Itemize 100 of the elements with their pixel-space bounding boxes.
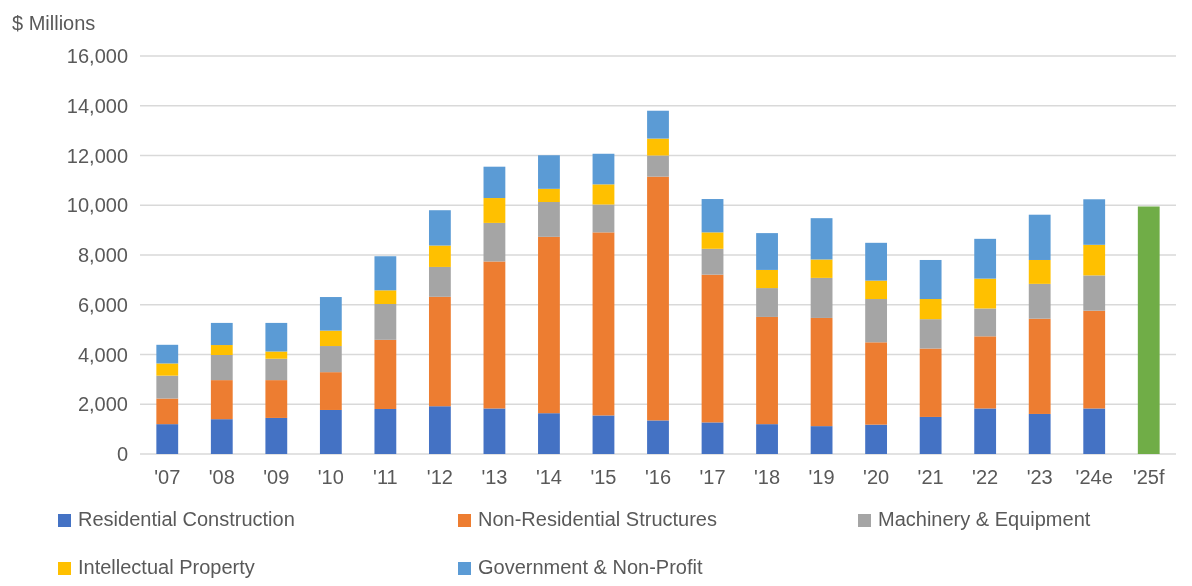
bar — [428, 210, 451, 246]
bar — [1028, 259, 1051, 284]
bar — [538, 155, 560, 189]
bar — [919, 416, 942, 454]
bar — [265, 358, 288, 381]
legend-label: Machinery & Equipment — [878, 508, 1091, 530]
bar — [374, 339, 397, 409]
bar — [1083, 244, 1106, 276]
bar — [1028, 318, 1051, 414]
y-tick-label: 14,000 — [66, 94, 128, 117]
bar — [974, 308, 997, 337]
bar — [483, 166, 506, 199]
bar — [865, 280, 888, 300]
bar — [156, 424, 179, 454]
bar — [1028, 283, 1051, 319]
y-tick-label: 8,000 — [77, 244, 128, 266]
bar — [919, 259, 942, 300]
bar — [483, 408, 506, 454]
bar — [538, 188, 560, 203]
bar — [592, 415, 615, 454]
bar — [592, 204, 615, 233]
x-tick-label: '13 — [481, 466, 508, 488]
legend-label: Government & Non-Profit — [478, 556, 703, 578]
y-tick-label: 16,000 — [66, 45, 128, 67]
bar — [538, 236, 560, 414]
bar — [1028, 413, 1051, 454]
x-tick-label: '19 — [808, 466, 835, 488]
bar — [428, 406, 451, 454]
bar — [647, 110, 669, 139]
bar — [1137, 206, 1160, 454]
bar — [756, 424, 778, 454]
x-tick-label: '12 — [426, 466, 453, 488]
bar — [810, 277, 833, 318]
bar — [1083, 275, 1106, 311]
bar — [919, 319, 942, 349]
x-tick-label: '18 — [754, 466, 781, 488]
bar — [265, 380, 288, 418]
bar — [1028, 214, 1051, 260]
y-tick-label: 2,000 — [77, 393, 128, 416]
x-tick-label: '20 — [863, 466, 890, 488]
x-tick-label: '11 — [373, 466, 398, 488]
bar — [374, 290, 397, 304]
x-tick-label: '09 — [263, 466, 290, 488]
bar — [865, 299, 888, 343]
x-tick-label: '10 — [317, 466, 344, 488]
bar — [701, 274, 724, 423]
bar — [919, 348, 942, 417]
bar — [701, 248, 724, 275]
bar — [810, 317, 833, 427]
bar — [701, 232, 724, 249]
y-tick-label: 10,000 — [66, 194, 128, 217]
y-tick-label: 6,000 — [77, 293, 128, 316]
legend-label: Non-Residential Structures — [478, 508, 717, 530]
bar — [319, 372, 342, 410]
bar — [428, 266, 451, 297]
bar — [756, 316, 778, 425]
bar — [319, 409, 342, 454]
bar — [865, 342, 888, 425]
bar — [756, 288, 778, 317]
bar — [265, 417, 288, 454]
bar — [210, 345, 233, 355]
bar — [265, 351, 288, 359]
bar — [428, 245, 451, 267]
bar — [701, 199, 724, 233]
bar — [265, 322, 288, 352]
x-tick-label: '15 — [590, 466, 617, 488]
bar — [1083, 408, 1106, 454]
bar — [592, 184, 615, 205]
bar — [865, 424, 888, 454]
bar — [374, 304, 397, 340]
x-tick-label: '22 — [972, 466, 999, 488]
x-tick-label: '08 — [208, 466, 235, 488]
bar — [210, 355, 233, 381]
bar — [538, 202, 560, 237]
bar — [592, 153, 615, 185]
bar — [156, 363, 179, 376]
bar — [919, 299, 942, 320]
bar — [210, 380, 233, 420]
bar — [156, 398, 179, 425]
bar — [974, 408, 997, 454]
bar — [810, 218, 833, 260]
bar — [865, 242, 888, 281]
x-tick-label: '07 — [154, 466, 181, 488]
bar — [156, 344, 179, 364]
x-tick-label: '25f — [1132, 466, 1165, 488]
y-axis-title: $ Millions — [12, 12, 96, 34]
bar — [319, 330, 342, 347]
bar — [1083, 310, 1106, 409]
bar — [647, 138, 669, 156]
bar — [647, 155, 669, 177]
x-tick-label: '14 — [535, 466, 562, 488]
bar — [483, 198, 506, 223]
bar — [374, 256, 397, 291]
bar — [756, 233, 778, 270]
bar — [810, 259, 833, 278]
bar — [1083, 199, 1106, 245]
y-tick-label: 0 — [116, 443, 128, 465]
bar — [156, 375, 179, 399]
bar — [210, 322, 233, 346]
bar — [210, 419, 233, 454]
